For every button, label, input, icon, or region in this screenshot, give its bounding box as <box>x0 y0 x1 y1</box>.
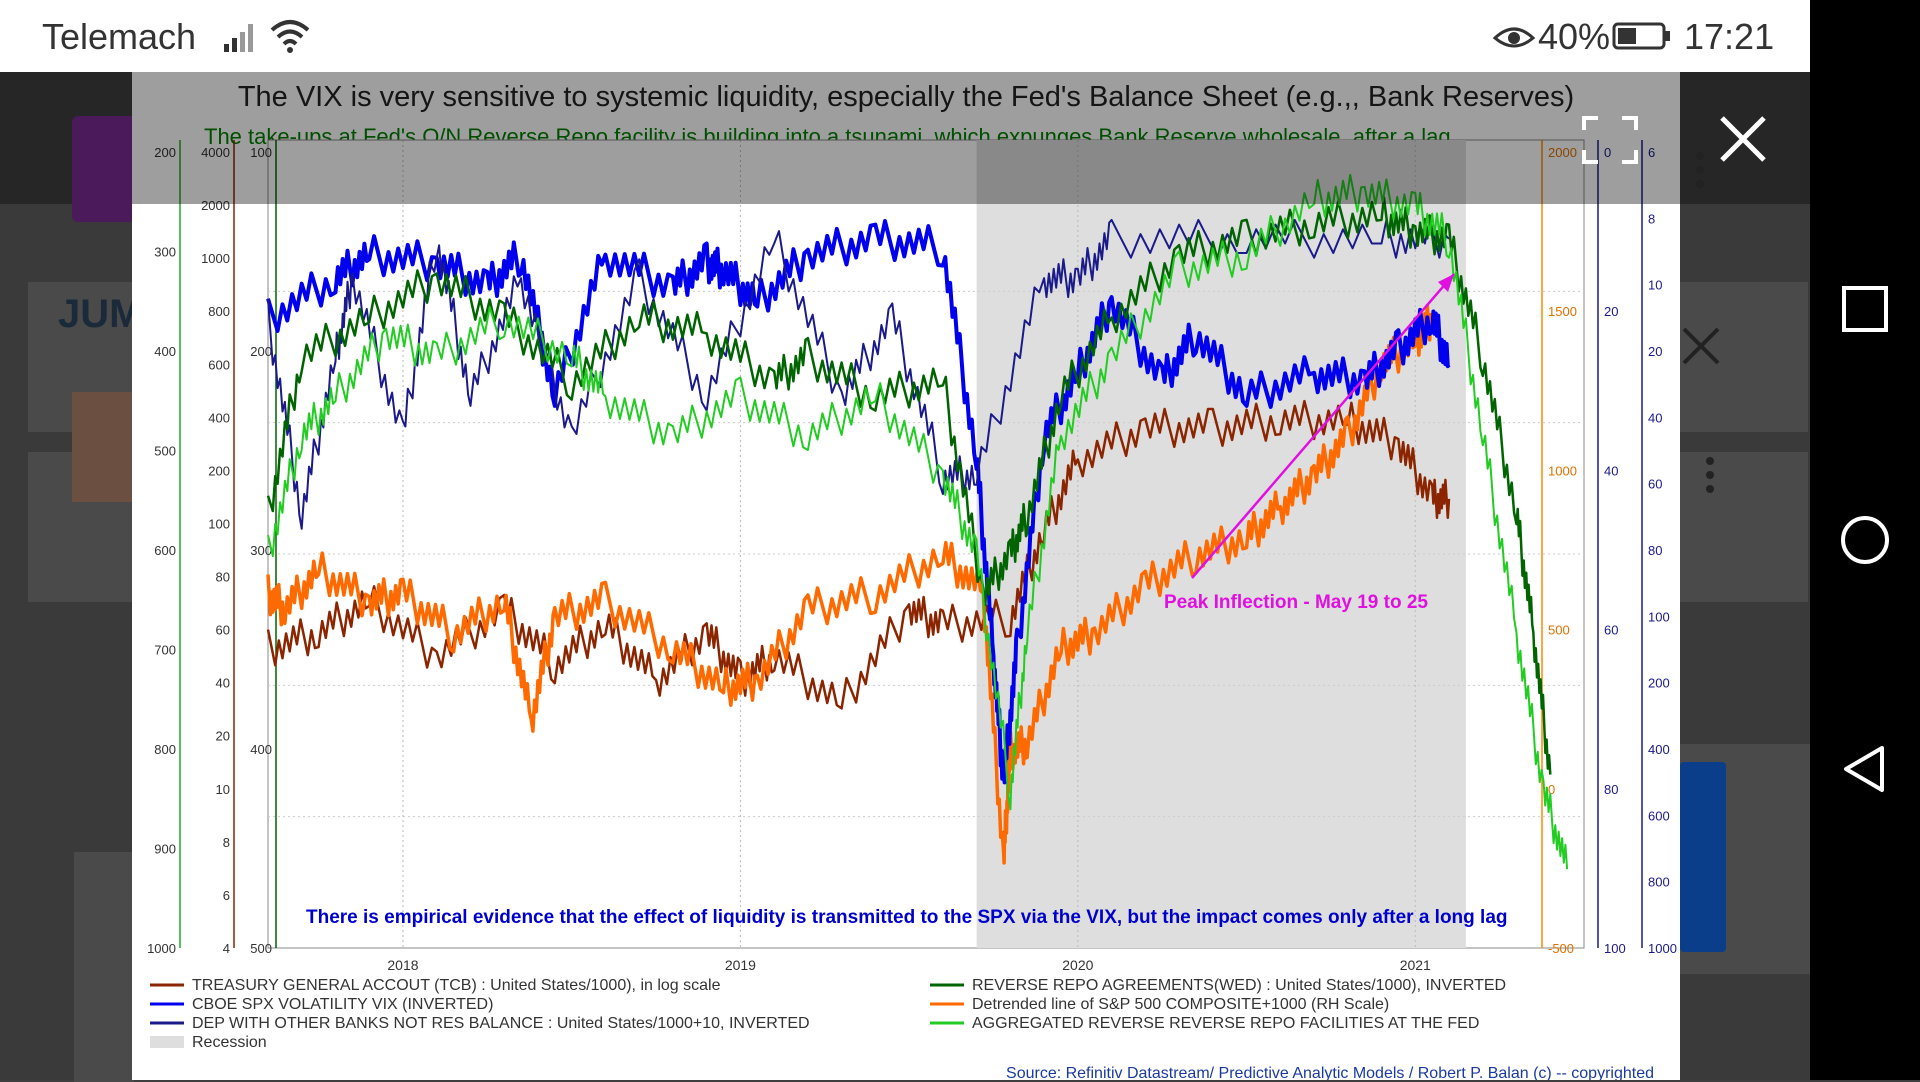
left-axis-tick-label: 10 <box>216 782 230 797</box>
legend-label: Detrended line of S&P 500 COMPOSITE+1000… <box>972 996 1389 1013</box>
eye-comfort-icon <box>1492 27 1536 48</box>
right-axis-tick-label: 500 <box>1548 623 1570 638</box>
right-axis-tick-label: 0 <box>1604 145 1611 160</box>
right-axis-tick-label: 2000 <box>1548 145 1577 160</box>
chart-source: Source: Refinitiv Datastream/ Predictive… <box>1006 1065 1654 1080</box>
x-tick-label: 2020 <box>1062 957 1093 973</box>
status-bar: Telemach 40% 17:21 <box>0 0 1810 72</box>
left-axis-tick-label: 600 <box>154 543 176 558</box>
recent-apps-icon[interactable] <box>1838 282 1892 336</box>
carrier-name: Telemach <box>42 16 197 57</box>
background-button <box>1680 762 1726 952</box>
more-options-icon[interactable] <box>1692 150 1708 190</box>
annotation-label: Peak Inflection - May 19 to 25 <box>1164 592 1428 613</box>
left-axis-tick-label: 600 <box>208 357 230 372</box>
x-tick-label: 2018 <box>387 957 418 973</box>
left-axis-tick-label: 8 <box>223 835 230 850</box>
annotation-arrow <box>1191 273 1455 579</box>
background-card <box>74 852 134 1082</box>
left-axis-tick-label: 100 <box>250 145 272 160</box>
left-axis-tick-label: 40 <box>216 676 230 691</box>
right-axis-tick-label: 1000 <box>1548 463 1577 478</box>
right-axis-tick-label: 1000 <box>1648 941 1677 956</box>
left-axis-tick-label: 800 <box>154 742 176 757</box>
legend-label: REVERSE REPO AGREEMENTS(WED) : United St… <box>972 977 1506 994</box>
right-axis-tick-label: 20 <box>1604 304 1618 319</box>
legend-label: TREASURY GENERAL ACCOUT (TCB) : United S… <box>192 977 721 994</box>
more-options-icon[interactable] <box>1702 455 1718 495</box>
right-axis-tick-label: 1500 <box>1548 304 1577 319</box>
left-axis-tick-label: 800 <box>208 304 230 319</box>
navigation-bar <box>1810 0 1920 1080</box>
left-axis-tick-label: 100 <box>208 516 230 531</box>
annotation-arrowhead <box>1438 274 1454 292</box>
legend-label: DEP WITH OTHER BANKS NOT RES BALANCE : U… <box>192 1015 810 1032</box>
right-axis-tick-label: 60 <box>1648 477 1662 492</box>
chart-note: There is empirical evidence that the eff… <box>306 907 1508 928</box>
right-axis-tick-label: 400 <box>1648 742 1670 757</box>
left-axis-tick-label: 500 <box>154 444 176 459</box>
right-axis-tick-label: 100 <box>1648 609 1670 624</box>
right-axis-tick-label: 10 <box>1648 278 1662 293</box>
back-icon[interactable] <box>1838 742 1892 796</box>
close-icon[interactable] <box>1718 114 1768 164</box>
left-axis-tick-label: 900 <box>154 842 176 857</box>
right-axis-tick-label: 80 <box>1604 782 1618 797</box>
right-axis-tick-label: 0 <box>1548 782 1555 797</box>
right-axis-tick-label: 60 <box>1604 623 1618 638</box>
right-axis-tick-label: 200 <box>1648 676 1670 691</box>
left-axis-tick-label: 4 <box>223 941 230 956</box>
home-icon[interactable] <box>1838 513 1892 567</box>
x-tick-label: 2021 <box>1400 957 1431 973</box>
series-line-spx <box>266 303 1434 865</box>
chart: The VIX is very sensitive to systemic li… <box>147 81 1677 1080</box>
left-axis-tick-label: 2000 <box>201 198 230 213</box>
background-heading: JUM <box>58 292 143 336</box>
right-axis-tick-label: 40 <box>1648 410 1662 425</box>
chart-title: The VIX is very sensitive to systemic li… <box>238 81 1574 113</box>
left-axis-tick-label: 6 <box>223 888 230 903</box>
left-axis-tick-label: 60 <box>216 623 230 638</box>
right-axis-tick-label: 100 <box>1604 941 1626 956</box>
battery-percent: 40% <box>1538 16 1611 57</box>
background-close-icon[interactable] <box>1680 325 1722 367</box>
legend-label: Recession <box>192 1034 267 1051</box>
right-axis-tick-label: 800 <box>1648 875 1670 890</box>
left-axis-tick-label: 500 <box>250 941 272 956</box>
right-axis-tick-label: 6 <box>1648 145 1655 160</box>
legend-label: CBOE SPX VOLATILITY VIX (INVERTED) <box>192 996 493 1013</box>
left-axis-tick-label: 300 <box>154 245 176 260</box>
right-axis-tick-label: 40 <box>1604 463 1618 478</box>
left-axis-tick-label: 1000 <box>201 251 230 266</box>
left-axis-tick-label: 400 <box>208 410 230 425</box>
right-axis-tick-label: 600 <box>1648 808 1670 823</box>
left-axis-tick-label: 20 <box>216 729 230 744</box>
left-axis-tick-label: 400 <box>250 742 272 757</box>
left-axis-tick-label: 80 <box>216 570 230 585</box>
clock: 17:21 <box>1684 16 1775 57</box>
left-axis-tick-label: 200 <box>208 463 230 478</box>
series-line-rrp_agg <box>267 173 1569 870</box>
left-axis-tick-label: 700 <box>154 643 176 658</box>
right-axis-tick-label: 8 <box>1648 211 1655 226</box>
legend-swatch <box>150 1036 184 1048</box>
right-axis-tick-label: 20 <box>1648 344 1662 359</box>
left-axis-tick-label: 400 <box>154 344 176 359</box>
left-axis-tick-label: 300 <box>250 543 272 558</box>
series-line-rrp_wed <box>266 196 1552 775</box>
left-axis-tick-label: 4000 <box>201 145 230 160</box>
avatar <box>72 392 136 502</box>
legend-label: AGGREGATED REVERSE REVERSE REPO FACILITI… <box>972 1015 1479 1032</box>
left-axis-tick-label: 200 <box>154 145 176 160</box>
x-tick-label: 2019 <box>725 957 756 973</box>
signal-icon <box>224 24 253 52</box>
wifi-icon <box>270 20 310 53</box>
left-axis-tick-label: 1000 <box>147 941 176 956</box>
left-axis-tick-label: 200 <box>250 344 272 359</box>
series-line-vix <box>266 219 1451 785</box>
right-axis-tick-label: 80 <box>1648 543 1662 558</box>
right-axis-tick-label: -500 <box>1548 941 1574 956</box>
expand-icon[interactable] <box>1582 116 1638 164</box>
battery-icon <box>1612 22 1670 50</box>
